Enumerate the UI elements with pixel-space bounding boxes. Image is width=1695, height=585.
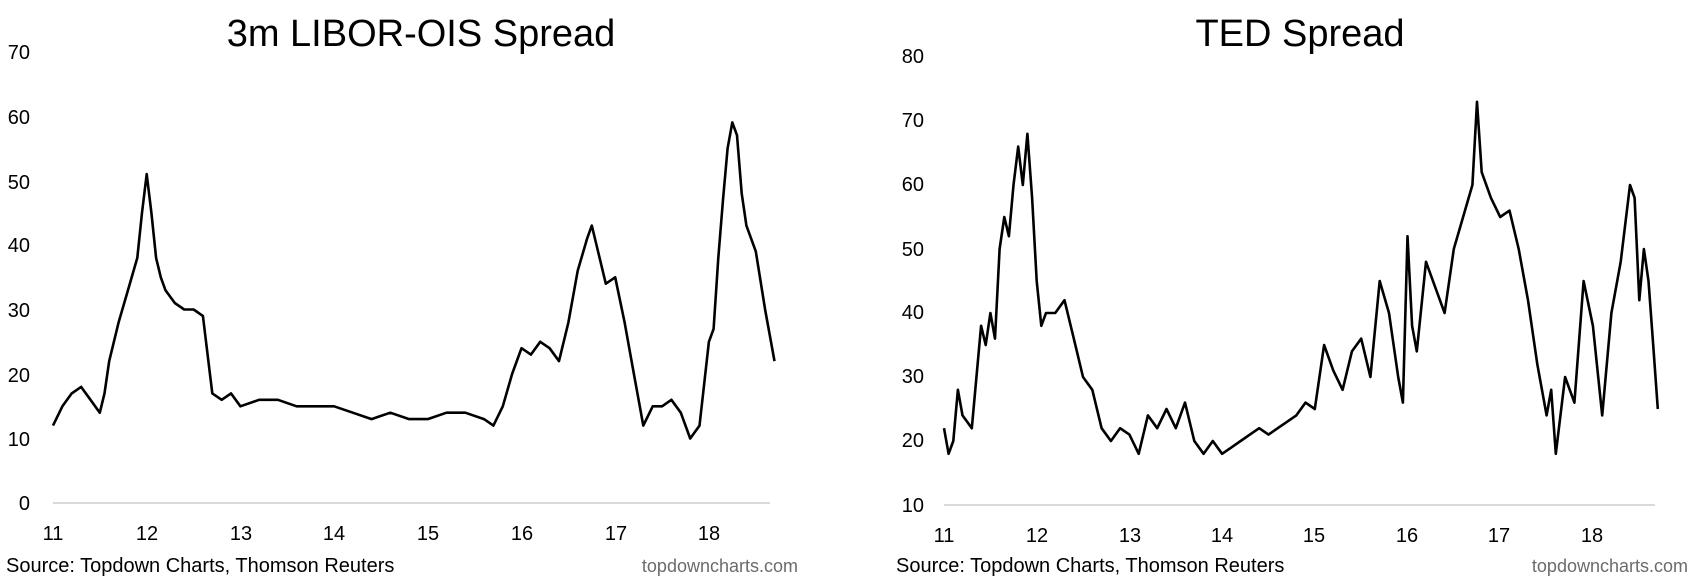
y-tick-label: 20	[902, 430, 924, 452]
y-tick-label: 0	[19, 493, 30, 515]
x-tick-label: 12	[1026, 525, 1048, 547]
x-tick-label: 17	[605, 523, 627, 545]
chart-title: 3m LIBOR-OIS Spread	[227, 13, 616, 55]
brand-watermark: topdowncharts.com	[1532, 556, 1688, 576]
source-note: Source: Topdown Charts, Thomson Reuters	[896, 555, 1284, 577]
x-tick-label: 15	[1303, 525, 1325, 547]
x-tick-label: 17	[1488, 525, 1510, 547]
y-tick-label: 40	[8, 235, 30, 257]
x-tick-label: 16	[511, 523, 533, 545]
y-tick-labels: 10 20 30 40 50 60 70 80	[902, 46, 924, 517]
y-tick-labels: 0 10 20 30 40 50 60 70	[8, 42, 30, 515]
x-tick-labels: 11 12 13 14 15 16 17 18	[43, 523, 721, 545]
chart-title: TED Spread	[1195, 13, 1404, 55]
y-tick-label: 10	[902, 495, 924, 517]
x-tick-label: 14	[323, 523, 345, 545]
y-tick-label: 20	[8, 365, 30, 387]
x-tick-label: 18	[698, 523, 720, 545]
x-tick-label: 15	[417, 523, 439, 545]
y-tick-label: 40	[902, 302, 924, 324]
x-tick-label: 18	[1581, 525, 1603, 547]
y-tick-label: 50	[902, 239, 924, 261]
series-line-ted-spread	[942, 100, 1660, 456]
y-tick-label: 30	[902, 366, 924, 388]
y-tick-label: 70	[902, 110, 924, 132]
x-tick-labels: 11 12 13 14 15 16 17 18	[934, 525, 1604, 547]
x-tick-label: 12	[136, 523, 158, 545]
chart-ted-spread: TED Spread 10 20 30 40 50 60 70 80 11 12…	[896, 13, 1688, 577]
y-tick-label: 70	[8, 42, 30, 64]
x-tick-label: 16	[1396, 525, 1418, 547]
x-tick-label: 13	[230, 523, 252, 545]
chart-libor-ois: 3m LIBOR-OIS Spread 0 10 20 30 40 50 60 …	[6, 13, 798, 577]
x-tick-label: 14	[1211, 525, 1233, 547]
y-tick-label: 50	[8, 172, 30, 194]
y-tick-label: 60	[8, 107, 30, 129]
y-tick-label: 80	[902, 46, 924, 68]
x-tick-label: 11	[934, 525, 955, 547]
y-tick-label: 10	[8, 429, 30, 451]
brand-watermark: topdowncharts.com	[642, 556, 798, 576]
x-tick-label: 11	[43, 523, 64, 545]
source-note: Source: Topdown Charts, Thomson Reuters	[6, 555, 394, 577]
series-line-libor-ois	[51, 121, 776, 440]
x-tick-label: 13	[1119, 525, 1141, 547]
y-tick-label: 60	[902, 174, 924, 196]
y-tick-label: 30	[8, 300, 30, 322]
